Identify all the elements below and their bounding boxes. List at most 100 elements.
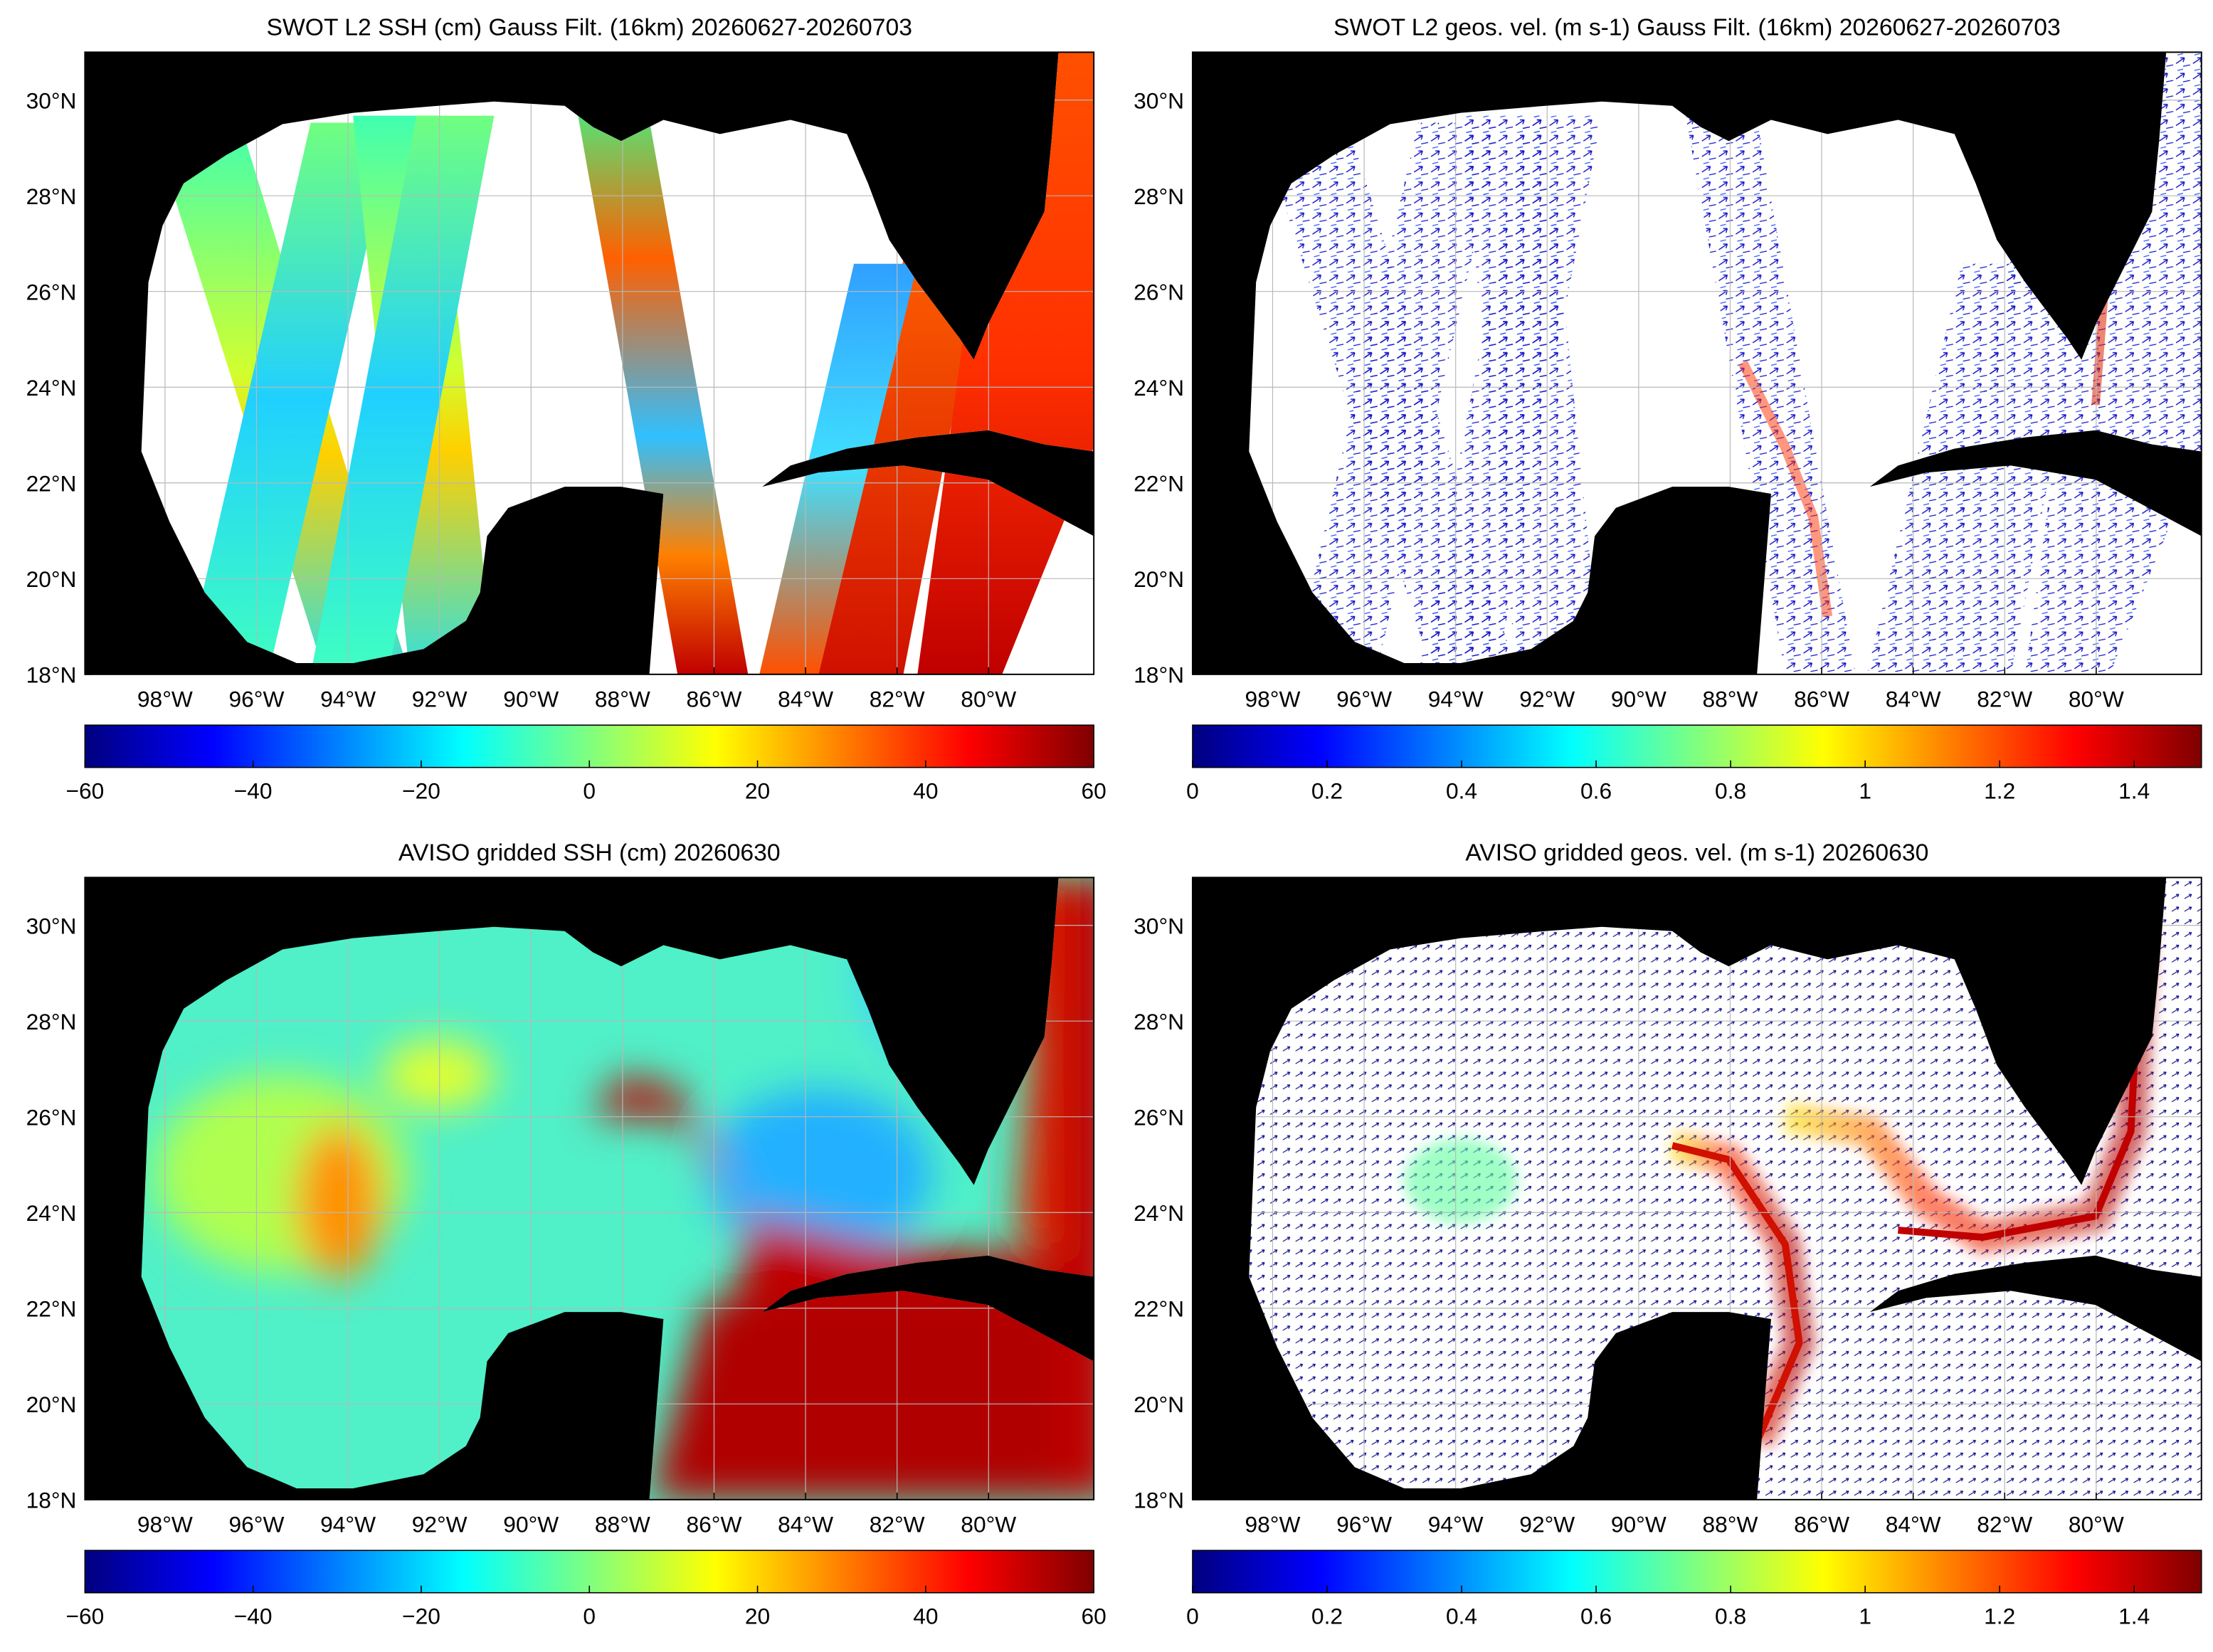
y-tick-label: 18°N xyxy=(26,662,77,688)
colorbar-tick-label: 1.4 xyxy=(2118,778,2150,803)
x-tick-label: 90°W xyxy=(503,686,559,711)
y-tick-label: 24°N xyxy=(1134,375,1184,401)
colorbar-tick-label: 1 xyxy=(1859,778,1871,803)
panel-title: AVISO gridded SSH (cm) 20260630 xyxy=(398,840,781,867)
x-tick-label: 90°W xyxy=(1611,686,1667,711)
y-tick-label: 18°N xyxy=(1134,662,1184,688)
y-tick-label: 20°N xyxy=(26,1392,77,1417)
map-panel xyxy=(1191,877,2202,1500)
y-tick-label: 30°N xyxy=(1134,914,1184,939)
y-tick-label: 24°N xyxy=(1134,1200,1184,1226)
colorbar-tick-label: 1 xyxy=(1859,1603,1871,1629)
x-tick-label: 98°W xyxy=(137,686,193,711)
x-tick-label: 82°W xyxy=(1977,686,2032,711)
x-tick-label: 86°W xyxy=(1794,686,1849,711)
x-tick-label: 98°W xyxy=(137,1511,193,1537)
colorbar-tick-label: 0.6 xyxy=(1580,778,1612,803)
x-tick-label: 90°W xyxy=(1611,1511,1667,1537)
x-tick-label: 86°W xyxy=(687,686,742,711)
x-tick-label: 96°W xyxy=(229,686,285,711)
x-tick-label: 84°W xyxy=(1886,1511,1941,1537)
y-tick-label: 18°N xyxy=(26,1488,77,1513)
colorbar-tick-label: −60 xyxy=(65,1603,104,1629)
y-tick-label: 24°N xyxy=(26,375,77,401)
y-tick-label: 22°N xyxy=(1134,471,1184,497)
x-tick-label: 82°W xyxy=(870,1511,925,1537)
x-tick-label: 88°W xyxy=(595,686,650,711)
y-tick-label: 22°N xyxy=(1134,1296,1184,1322)
x-tick-label: 92°W xyxy=(412,686,468,711)
frame xyxy=(84,51,1095,675)
y-tick-label: 26°N xyxy=(1134,280,1184,305)
x-tick-label: 80°W xyxy=(2069,686,2124,711)
x-tick-label: 96°W xyxy=(229,1511,285,1537)
colorbar-tick-label: 0.8 xyxy=(1715,778,1746,803)
x-tick-label: 84°W xyxy=(778,1511,833,1537)
y-tick-label: 26°N xyxy=(1134,1105,1184,1131)
x-tick-label: 82°W xyxy=(870,686,925,711)
colorbar-tick-label: 0 xyxy=(583,1603,596,1629)
y-tick-label: 30°N xyxy=(26,914,77,939)
y-tick-label: 28°N xyxy=(26,184,77,209)
colorbar-tick-label: 0.2 xyxy=(1311,1603,1343,1629)
y-tick-label: 22°N xyxy=(26,471,77,497)
colorbar-tick-label: 0.8 xyxy=(1715,1603,1746,1629)
colorbar-tick-label: 0.6 xyxy=(1580,1603,1612,1629)
x-tick-label: 82°W xyxy=(1977,1511,2032,1537)
y-tick-label: 30°N xyxy=(1134,88,1184,114)
colorbar xyxy=(1192,724,2202,768)
colorbar-tick-label: 0.2 xyxy=(1311,778,1343,803)
colorbar-tick-label: 1.2 xyxy=(1984,1603,2015,1629)
x-tick-label: 88°W xyxy=(1703,686,1758,711)
y-tick-label: 20°N xyxy=(26,566,77,592)
colorbar-tick-label: 40 xyxy=(913,778,938,803)
x-tick-label: 80°W xyxy=(961,1511,1016,1537)
colorbar-tick-label: 0.4 xyxy=(1446,1603,1477,1629)
panel-title: SWOT L2 geos. vel. (m s-1) Gauss Filt. (… xyxy=(1333,14,2061,41)
y-tick-label: 18°N xyxy=(1134,1488,1184,1513)
colorbar-tick-label: −60 xyxy=(65,778,104,803)
panel-title: SWOT L2 SSH (cm) Gauss Filt. (16km) 2026… xyxy=(267,14,912,41)
colorbar-tick-label: 20 xyxy=(745,1603,770,1629)
colorbar-tick-label: −20 xyxy=(402,1603,440,1629)
x-tick-label: 98°W xyxy=(1245,1511,1301,1537)
x-tick-label: 94°W xyxy=(320,1511,376,1537)
x-tick-label: 94°W xyxy=(320,686,376,711)
x-tick-label: 86°W xyxy=(687,1511,742,1537)
map-panel xyxy=(84,51,1095,675)
x-tick-label: 80°W xyxy=(961,686,1016,711)
colorbar-tick-label: 0.4 xyxy=(1446,778,1477,803)
colorbar-tick-label: 20 xyxy=(745,778,770,803)
y-tick-label: 20°N xyxy=(1134,566,1184,592)
x-tick-label: 92°W xyxy=(1519,686,1575,711)
colorbar-tick-label: 0 xyxy=(1186,1603,1199,1629)
x-tick-label: 84°W xyxy=(778,686,833,711)
colorbar-tick-label: −20 xyxy=(402,778,440,803)
x-tick-label: 92°W xyxy=(412,1511,468,1537)
y-tick-label: 28°N xyxy=(26,1009,77,1034)
x-tick-label: 94°W xyxy=(1428,686,1484,711)
y-tick-label: 26°N xyxy=(26,280,77,305)
colorbar xyxy=(1192,1550,2202,1594)
y-tick-label: 24°N xyxy=(26,1200,77,1226)
colorbar-tick-label: 1.2 xyxy=(1984,778,2015,803)
map-panel xyxy=(1191,51,2202,675)
colorbar-tick-label: −40 xyxy=(234,1603,273,1629)
x-tick-label: 92°W xyxy=(1519,1511,1575,1537)
frame xyxy=(1191,877,2202,1500)
y-tick-label: 22°N xyxy=(26,1296,77,1322)
colorbar-tick-label: 60 xyxy=(1082,778,1106,803)
panel-title: AVISO gridded geos. vel. (m s-1) 2026063… xyxy=(1465,840,1928,867)
x-tick-label: 98°W xyxy=(1245,686,1301,711)
map-panel xyxy=(84,877,1095,1500)
x-tick-label: 84°W xyxy=(1886,686,1941,711)
x-tick-label: 88°W xyxy=(1703,1511,1758,1537)
colorbar-tick-label: −40 xyxy=(234,778,273,803)
x-tick-label: 90°W xyxy=(503,1511,559,1537)
x-tick-label: 80°W xyxy=(2069,1511,2124,1537)
frame xyxy=(1191,51,2202,675)
colorbar-tick-label: 60 xyxy=(1082,1603,1106,1629)
x-tick-label: 94°W xyxy=(1428,1511,1484,1537)
